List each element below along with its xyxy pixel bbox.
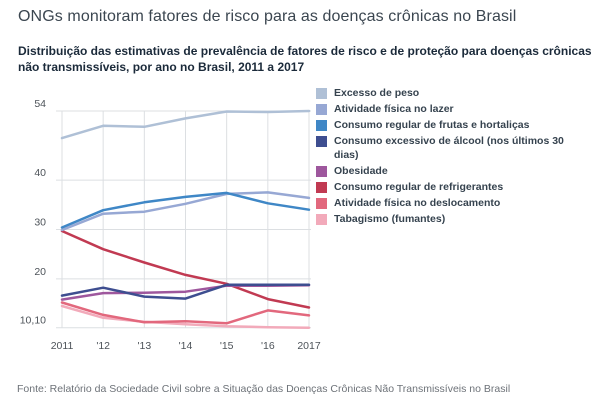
y-tick-label: 54 xyxy=(34,98,46,110)
legend-swatch-excesso-de-peso xyxy=(316,88,327,99)
legend-label: Consumo excessivo de álcool (nos últimos… xyxy=(334,135,564,161)
x-tick-label: 2017 xyxy=(297,340,321,352)
series-line-consumo-excessivo-alcool xyxy=(60,283,311,300)
chart-subtitle: Distribuição das estimativas de prevalên… xyxy=(18,44,592,74)
y-tick-label: 40 xyxy=(34,167,46,179)
legend-item-atividade-fisica-no-lazer: Atividade física no lazer xyxy=(316,103,588,116)
legend-swatch-atividade-fisica-no-deslocamento xyxy=(316,197,327,209)
y-tick-label: 10,10 xyxy=(20,315,46,327)
legend-swatch-consumo-excessivo-alcool xyxy=(316,136,327,148)
legend-swatch-atividade-fisica-no-lazer xyxy=(316,104,327,116)
legend-label: Excesso de peso xyxy=(334,87,420,99)
legend-item-consumo-excessivo-alcool: Consumo excessivo de álcool (nos últimos… xyxy=(316,135,588,161)
series-line-refrigerantes xyxy=(60,229,311,309)
legend-swatch-refrigerantes xyxy=(316,181,327,193)
legend-label: Atividade física no lazer xyxy=(334,103,454,116)
series-line-atividade-fisica-no-lazer xyxy=(60,191,311,232)
source-note: Fonte: Relatório da Sociedade Civil sobr… xyxy=(17,383,511,395)
x-tick-label: '14 xyxy=(179,340,193,352)
legend-item-frutas-e-hortalicas: Consumo regular de frutas e hortaliças xyxy=(316,119,588,132)
line-chart: 54 40 30 20 10,10 2011 '12 '13 '14 '15 '16 2017 xyxy=(20,98,321,352)
legend-swatch-frutas-e-hortalicas xyxy=(316,120,327,132)
x-gridlines: 2011 '12 '13 '14 '15 '16 2017 xyxy=(51,111,321,352)
legend-swatch-tabagismo xyxy=(316,214,327,225)
x-tick-label: '15 xyxy=(220,340,234,352)
y-tick-label: 20 xyxy=(34,266,46,278)
y-tick-label: 30 xyxy=(34,216,46,228)
legend-label: Obesidade xyxy=(334,164,388,177)
chart-legend: Excesso de peso Atividade física no lazer… xyxy=(316,87,588,229)
legend-item-tabagismo: Tabagismo (fumantes) xyxy=(316,213,588,226)
series-line-atividade-fisica-no-deslocamento xyxy=(60,301,311,325)
legend-item-excesso-de-peso: Excesso de peso xyxy=(316,87,588,100)
x-tick-label: 2011 xyxy=(51,340,74,352)
series-line-tabagismo xyxy=(60,304,311,329)
series-line-frutas-e-hortalicas xyxy=(60,191,311,229)
legend-item-refrigerantes: Consumo regular de refrigerantes xyxy=(316,181,588,194)
page-title: ONGs monitoram fatores de risco para as … xyxy=(18,8,517,25)
legend-swatch-obesidade xyxy=(316,165,327,177)
legend-label: Consumo regular de refrigerantes xyxy=(334,180,504,193)
legend-item-obesidade: Obesidade xyxy=(316,165,588,178)
x-tick-label: '12 xyxy=(96,340,110,352)
legend-label: Tabagismo (fumantes) xyxy=(334,213,446,225)
legend-label: Atividade física no deslocamento xyxy=(334,196,501,209)
legend-label: Consumo regular de frutas e hortaliças xyxy=(334,119,530,132)
legend-item-atividade-fisica-no-deslocamento: Atividade física no deslocamento xyxy=(316,197,588,210)
series-line-excesso-de-peso xyxy=(60,109,311,140)
x-tick-label: '16 xyxy=(261,340,275,352)
x-tick-label: '13 xyxy=(137,340,151,352)
